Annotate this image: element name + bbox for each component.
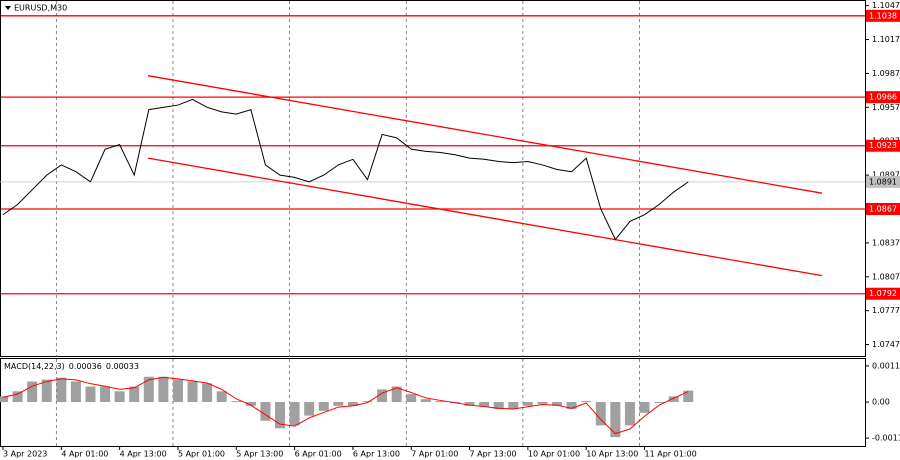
macd-bar: [668, 396, 679, 403]
level-label: 1.0923: [869, 141, 897, 150]
x-tick-label: 3 Apr 2023: [3, 450, 47, 459]
macd-bar: [435, 401, 446, 403]
macd-bar: [624, 402, 635, 426]
macd-bar: [654, 402, 665, 403]
macd-bar: [406, 394, 417, 403]
y-tick-label: 1.0957: [872, 103, 900, 112]
macd-bar: [41, 379, 52, 403]
level-label: 1.0966: [869, 93, 897, 102]
macd-bar: [318, 402, 329, 411]
macd-bar: [537, 402, 548, 404]
macd-bar: [260, 402, 271, 421]
macd-bar: [245, 402, 256, 406]
signal-line: [2, 376, 689, 435]
x-tick-label: 7 Apr 01:00: [411, 450, 458, 459]
macd-bar: [289, 402, 300, 426]
x-tick-label: 7 Apr 13:00: [470, 450, 517, 459]
macd-bar: [391, 386, 402, 403]
level-label: 1.0792: [869, 289, 897, 298]
macd-bar: [202, 383, 213, 403]
level-label-box: [866, 9, 900, 22]
macd-bar: [85, 386, 96, 403]
last-price-box: [866, 175, 900, 188]
x-tick-label: 4 Apr 13:00: [120, 450, 167, 459]
y-tick-label: 1.0747: [872, 340, 900, 349]
level-label-box: [866, 91, 900, 104]
y-tick-label: 0.00114: [872, 361, 900, 370]
chart-title: EURUSD,M30: [14, 4, 67, 13]
level-label-box: [866, 139, 900, 152]
y-tick-label: 1.0777: [872, 306, 900, 315]
x-tick-label: 6 Apr 13:00: [353, 450, 400, 459]
macd-bar: [304, 402, 315, 416]
macd-bar: [508, 402, 519, 409]
macd-bar: [100, 386, 111, 403]
macd-bar: [172, 379, 183, 403]
macd-bar: [187, 381, 198, 403]
macd-bar: [377, 389, 388, 403]
macd-bar: [231, 401, 242, 403]
x-tick-label: 4 Apr 01:00: [61, 450, 108, 459]
x-tick-label: 10 Apr 01:00: [528, 450, 580, 459]
macd-pane: [0, 358, 866, 447]
y-tick-label: 0.00: [872, 398, 890, 407]
y-tick-label: 1.0807: [872, 272, 900, 281]
x-tick-label: 10 Apr 13:00: [586, 450, 638, 459]
macd-bar: [522, 402, 533, 406]
macd-bar: [333, 402, 344, 406]
macd-bar: [362, 401, 373, 403]
channel-line: [147, 157, 823, 277]
main-pane: [0, 0, 866, 357]
macd-bar: [639, 402, 650, 413]
macd-bar: [70, 381, 81, 403]
level-label: 1.1038: [869, 11, 897, 20]
macd-bar: [129, 386, 140, 403]
y-tick-label: -0.00114: [872, 434, 900, 443]
macd-bar: [595, 402, 606, 426]
x-tick-label: 5 Apr 13:00: [236, 450, 283, 459]
level-label-box: [866, 203, 900, 216]
y-tick-label: 1.1017: [872, 35, 900, 44]
macd-bar: [479, 402, 490, 407]
macd-bar: [464, 402, 475, 406]
x-tick-label: 6 Apr 01:00: [295, 450, 342, 459]
macd-bar: [216, 391, 227, 403]
y-tick-label: 1.1047: [872, 1, 900, 10]
y-tick-label: 1.0987: [872, 69, 900, 78]
macd-bar: [114, 391, 125, 403]
macd-label-part: MACD(14,22,3): [4, 362, 65, 371]
x-tick-label: 5 Apr 01:00: [178, 450, 225, 459]
channel-line: [147, 75, 823, 194]
x-tick-label: 11 Apr 01:00: [645, 450, 697, 459]
macd-bar: [566, 402, 577, 409]
macd-bar: [610, 402, 621, 438]
macd-bar: [275, 402, 286, 429]
macd-bar: [0, 396, 8, 403]
macd-bar: [56, 377, 67, 403]
macd-bar: [420, 399, 431, 403]
level-label-box: [866, 287, 900, 300]
macd-bar: [27, 381, 38, 403]
macd-bar: [581, 401, 592, 403]
y-tick-label: 1.0897: [872, 171, 900, 180]
menu-arrow: [5, 6, 11, 10]
macd-label: MACD(14,22,3) 0.00036 0.00033: [4, 362, 139, 371]
level-label: 1.0867: [869, 205, 897, 214]
macd-bar: [143, 376, 154, 403]
macd-bar: [158, 376, 169, 403]
y-tick-label: 1.0837: [872, 238, 900, 247]
macd-label-part: 0.00033: [106, 362, 139, 371]
macd-label-part: 0.00036: [69, 362, 102, 371]
macd-bar: [12, 391, 23, 403]
price-line: [2, 98, 689, 241]
last-price-label: 1.0891: [869, 177, 897, 186]
macd-bar: [552, 402, 563, 406]
macd-bar: [493, 402, 504, 409]
macd-bar: [347, 402, 358, 406]
macd-bar: [683, 390, 694, 403]
